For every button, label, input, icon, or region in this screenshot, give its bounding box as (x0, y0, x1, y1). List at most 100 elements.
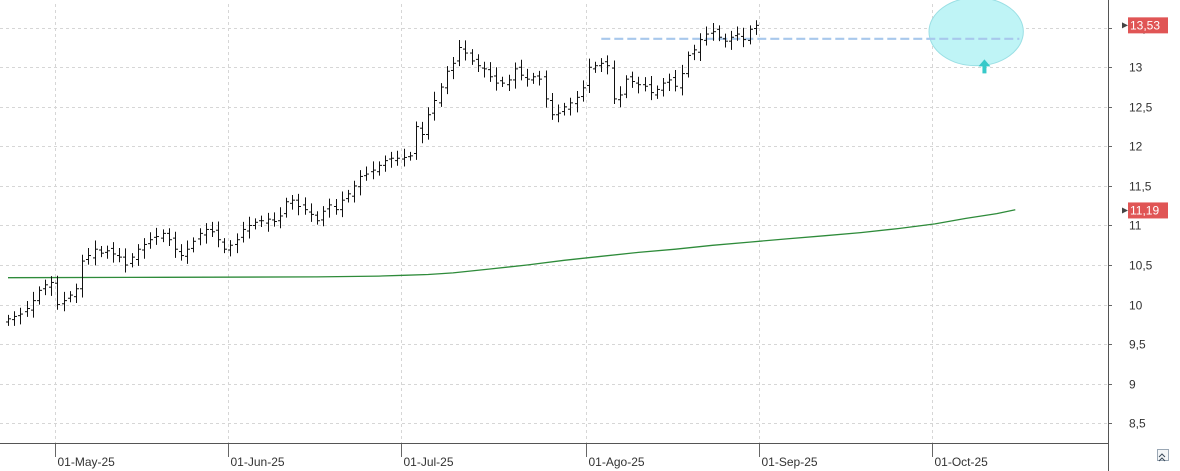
ohlc-bar (605, 55, 610, 75)
ohlc-bar (649, 75, 654, 101)
ohlc-bar (717, 25, 722, 42)
ohlc-bar (612, 60, 617, 105)
ohlc-bar (525, 68, 530, 87)
ohlc-bar (216, 221, 221, 248)
x-tick-label: 01-Jul-25 (404, 455, 454, 469)
ohlc-bar (25, 301, 30, 317)
ohlc-bar (309, 203, 314, 222)
ohlc-bar (55, 275, 60, 310)
ohlc-bar (167, 228, 172, 247)
ohlc-bar (439, 83, 444, 107)
scroll-to-end-button[interactable] (1157, 449, 1169, 462)
ohlc-bar (18, 307, 23, 325)
ohlc-bar (420, 121, 425, 144)
ohlc-bar (62, 291, 67, 312)
ohlc-bar (741, 27, 746, 48)
ohlc-bar (655, 85, 660, 99)
ohlc-bar (704, 26, 709, 46)
ohlc-bar (74, 283, 79, 303)
ohlc-bar (315, 211, 320, 225)
ohlc-bar (711, 22, 716, 41)
ohlc-bar (729, 30, 734, 50)
resistance-layer (601, 0, 1024, 74)
ohlc-bar (296, 193, 301, 216)
ohlc-bar (624, 75, 629, 99)
ohlc-bar (599, 58, 604, 73)
ohlc-bar (111, 242, 116, 263)
y-tick-label: 11,5 (1129, 180, 1152, 194)
ohlc-bar (222, 238, 227, 254)
ohlc-bar (556, 104, 561, 123)
ohlc-bar (402, 148, 407, 167)
y-tick-label: 10 (1129, 299, 1143, 313)
x-tick-label: 01-Jun-25 (231, 455, 285, 469)
ohlc-bar (327, 198, 332, 218)
ohlc-bar (173, 231, 178, 258)
ohlc-bar (80, 254, 85, 298)
ohlc-bar (259, 215, 264, 228)
y-tick-label: 11 (1129, 219, 1142, 233)
ohlc-bar (686, 51, 691, 78)
ohlc-bar (99, 246, 104, 258)
ohlc-bar (593, 61, 598, 73)
ohlc-bar (568, 97, 573, 116)
ohlc-bar (198, 228, 203, 246)
y-tick-label: 8,5 (1129, 417, 1146, 431)
ohlc-bar (37, 286, 42, 305)
ohlc-bar (210, 221, 215, 237)
ohlc-bar (636, 76, 641, 94)
ohlc-bar (241, 221, 246, 243)
ohlc-bar (500, 76, 505, 88)
y-tick-label: 9 (1129, 378, 1136, 392)
ohlc-bar (463, 40, 468, 61)
last-price-badge (1128, 17, 1168, 34)
ohlc-bar (673, 70, 678, 92)
x-tick-label: 01-Oct-25 (935, 455, 989, 469)
ohlc-bar (581, 80, 586, 102)
ohlc-bar (142, 238, 147, 259)
ohlc-bar (253, 218, 258, 230)
ohlc-bar (284, 197, 289, 218)
y-tick-label: 10,5 (1129, 259, 1153, 273)
ohlc-bar (476, 54, 481, 73)
ohlc-bar (735, 26, 740, 41)
ohlc-bar (754, 20, 759, 35)
ohlc-bar (49, 276, 54, 296)
ohlc-bar (154, 227, 159, 245)
moving-average-value-label: 11,19 (1130, 203, 1159, 217)
ohlc-bar (445, 66, 450, 95)
ohlc-bar (414, 121, 419, 160)
ohlc-bar (86, 248, 91, 265)
ohlc-bar (643, 77, 648, 92)
ohlc-bar (451, 56, 456, 80)
ohlc-bar (661, 77, 666, 97)
ohlc-bar (346, 189, 351, 203)
ohlc-bar (482, 61, 487, 78)
ohlc-bar (537, 70, 542, 86)
last-price-pointer-icon (1122, 22, 1128, 29)
ohlc-bar (519, 59, 524, 81)
y-tick-label: 12 (1129, 140, 1143, 154)
x-tick-label: 01-Ago-25 (589, 455, 645, 469)
ohlc-bar (340, 191, 345, 218)
ohlc-bar (680, 64, 685, 96)
moving-average-layer (7, 209, 1016, 279)
ohlc-bar (191, 237, 196, 253)
x-tick-label: 01-Sep-25 (762, 455, 818, 469)
y-tick-label: 12,5 (1129, 101, 1153, 115)
ohlc-bar (587, 58, 592, 93)
ohlc-bar (723, 33, 728, 48)
ohlc-bar (179, 244, 184, 261)
ohlc-bar (321, 206, 326, 227)
ohlc-bar (31, 291, 36, 318)
ohlc-bar (371, 161, 376, 180)
ohlc-bar (43, 279, 48, 296)
ohlc-bar (383, 155, 388, 172)
double-chevron-icon (1158, 453, 1166, 462)
ohlc-bar (395, 150, 400, 166)
ohlc-bar (6, 314, 11, 326)
ohlc-bar (93, 240, 98, 266)
ohlc-bar (408, 151, 413, 161)
ohlc-bar (161, 229, 166, 243)
